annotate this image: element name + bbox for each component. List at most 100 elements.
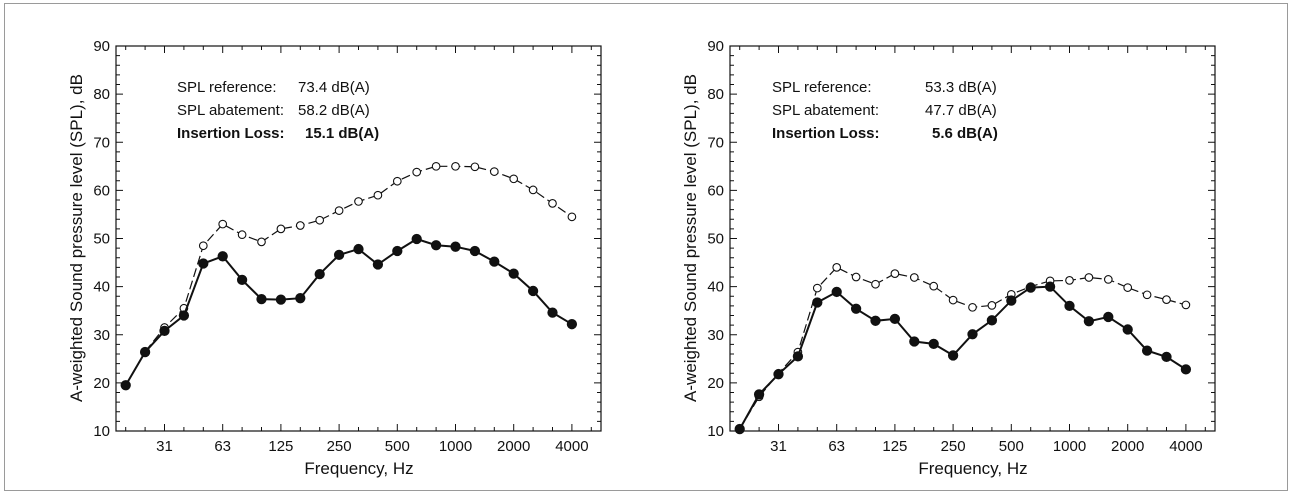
- x-tick-label: 63: [214, 438, 231, 455]
- data-point-abatement: [527, 285, 539, 297]
- series-line-abatement: [738, 285, 1187, 430]
- annotation-label: SPL abatement:: [177, 102, 284, 119]
- chart-left: Frequency, Hz A-weighted Sound pressure …: [67, 74, 414, 478]
- annotation-value: 58.2 dB(A): [298, 102, 370, 119]
- data-point-abatement: [1161, 351, 1172, 363]
- data-point-abatement: [333, 249, 345, 261]
- y-tick-label: 30: [93, 327, 110, 344]
- data-point-abatement: [256, 293, 267, 305]
- data-point-abatement: [411, 233, 422, 245]
- annotation-value: 73.4 dB(A): [298, 79, 370, 96]
- figure-frame: [4, 3, 1288, 491]
- data-point-abatement: [295, 293, 306, 304]
- data-point-reference: [509, 174, 519, 184]
- data-point-abatement: [909, 336, 920, 347]
- data-point-abatement: [314, 268, 325, 280]
- data-point-reference: [890, 269, 900, 278]
- data-point-reference: [929, 281, 939, 291]
- data-point-abatement: [450, 241, 461, 252]
- data-point-abatement: [392, 245, 403, 257]
- data-point-abatement: [1122, 324, 1133, 335]
- data-point-abatement: [236, 274, 248, 286]
- annotation-label: SPL reference:: [177, 79, 277, 96]
- x-tick-label: 250: [941, 438, 966, 455]
- x-axis-label-left: Frequency, Hz: [304, 459, 413, 478]
- data-point-reference: [812, 283, 822, 293]
- x-tick-label: 63: [828, 438, 845, 455]
- annotation-value: 5.6 dB(A): [932, 125, 998, 142]
- data-point-reference: [948, 295, 958, 305]
- y-tick-label: 80: [93, 86, 110, 103]
- data-point-reference: [354, 197, 363, 206]
- data-point-abatement: [1083, 316, 1095, 327]
- y-tick-label: 10: [707, 423, 724, 440]
- data-point-reference: [1103, 275, 1113, 284]
- y-tick-label: 60: [707, 182, 724, 199]
- y-tick-label: 70: [93, 134, 110, 151]
- y-tick-label: 50: [707, 231, 724, 248]
- data-point-abatement: [547, 307, 558, 318]
- plot-area-left: 10 20 30 40 50 60 70 80 90 31 63 125 250 500 1000 2000 4…: [93, 38, 602, 455]
- data-point-abatement: [928, 338, 939, 350]
- data-point-abatement: [850, 303, 862, 314]
- data-point-reference: [1084, 273, 1094, 282]
- data-point-reference: [528, 185, 538, 195]
- y-tick-label: 90: [93, 38, 110, 55]
- data-point-reference: [276, 224, 286, 234]
- x-axis-label-right: Frequency, Hz: [918, 459, 1027, 478]
- x-tick-label: 2000: [497, 438, 530, 455]
- annotation-label: Insertion Loss:: [772, 125, 880, 142]
- annotation-label: SPL reference:: [772, 79, 872, 96]
- data-point-reference: [1142, 290, 1152, 300]
- annotation-value: 53.3 dB(A): [925, 79, 997, 96]
- data-point-reference: [470, 162, 480, 172]
- data-point-reference: [198, 241, 208, 251]
- data-point-reference: [1181, 300, 1191, 310]
- series-line-reference: [125, 165, 573, 386]
- x-tick-label: 1000: [439, 438, 472, 455]
- data-point-abatement: [1103, 311, 1114, 323]
- data-point-reference: [257, 237, 266, 247]
- x-tick-label: 500: [999, 438, 1024, 455]
- data-point-reference: [373, 190, 383, 200]
- y-tick-label: 10: [93, 423, 110, 440]
- y-tick-label: 70: [707, 134, 724, 151]
- data-point-reference: [567, 212, 577, 222]
- y-tick-label: 80: [707, 86, 724, 103]
- x-tick-label: 4000: [1169, 438, 1202, 455]
- data-point-reference: [412, 167, 422, 177]
- data-point-reference: [218, 219, 228, 229]
- data-point-reference: [295, 221, 305, 230]
- x-tick-label: 31: [156, 438, 173, 455]
- data-point-abatement: [353, 243, 364, 255]
- y-tick-label: 20: [707, 375, 724, 392]
- data-point-reference: [909, 273, 919, 282]
- data-point-abatement: [139, 346, 151, 358]
- x-tick-label: 4000: [555, 438, 588, 455]
- x-tick-label: 500: [385, 438, 410, 455]
- data-point-reference: [548, 199, 557, 208]
- data-point-abatement: [870, 315, 881, 326]
- data-point-reference: [237, 230, 247, 239]
- series-line-reference: [739, 266, 1187, 430]
- data-point-abatement: [967, 329, 978, 340]
- data-point-reference: [968, 302, 977, 312]
- data-point-abatement: [120, 380, 131, 391]
- data-point-reference: [832, 263, 842, 272]
- data-point-abatement: [792, 351, 804, 362]
- data-point-abatement: [430, 240, 442, 251]
- x-tick-label: 250: [327, 438, 352, 455]
- data-point-reference: [392, 176, 402, 186]
- annotation-value: 15.1 dB(A): [305, 125, 379, 142]
- data-point-abatement: [489, 256, 500, 267]
- data-point-abatement: [773, 369, 784, 380]
- data-point-reference: [871, 279, 880, 289]
- data-point-abatement: [508, 268, 519, 279]
- y-tick-label: 40: [707, 279, 724, 296]
- chart-right: Frequency, Hz A-weighted Sound pressure …: [681, 74, 1028, 478]
- x-tick-label: 125: [268, 438, 293, 455]
- y-tick-label: 40: [93, 279, 110, 296]
- data-point-reference: [1162, 295, 1171, 304]
- data-point-reference: [431, 161, 441, 171]
- data-point-abatement: [217, 251, 228, 262]
